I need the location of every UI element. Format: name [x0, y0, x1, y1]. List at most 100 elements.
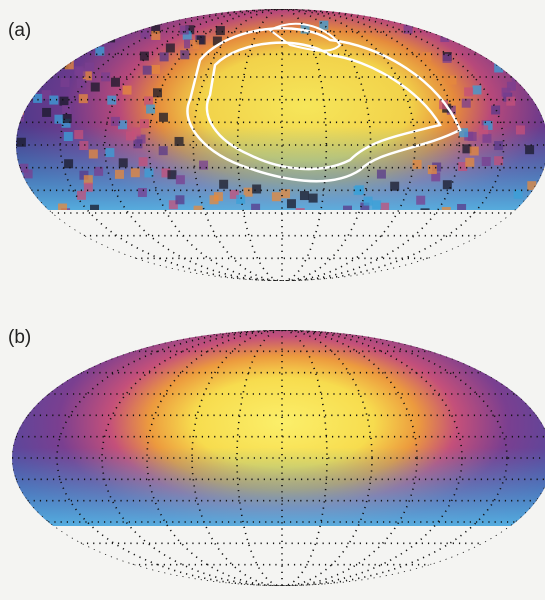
sky-pixel: [33, 94, 42, 103]
sky-pixel: [101, 72, 110, 81]
sky-pixel: [146, 105, 155, 114]
sky-pixel: [144, 96, 153, 105]
sky-pixel: [506, 97, 515, 106]
sky-pixel: [494, 141, 503, 150]
sky-pixel: [79, 94, 88, 103]
sky-pixel: [502, 88, 511, 97]
sky-pixel: [42, 90, 51, 99]
sky-pixel: [309, 194, 318, 203]
sky-pixel: [91, 83, 100, 92]
sky-pixel: [272, 192, 281, 201]
sky-pixel: [377, 170, 386, 179]
sky-pixel: [442, 207, 451, 216]
sky-pixel: [151, 65, 160, 74]
sky-pixel: [26, 202, 35, 211]
sky-pixel: [76, 68, 85, 77]
sky-pixel: [287, 199, 296, 208]
sky-pixel: [491, 105, 500, 114]
sky-pixel: [111, 78, 120, 87]
sky-pixel: [372, 200, 381, 209]
sky-pixel: [16, 80, 25, 89]
sky-pixel: [175, 137, 184, 146]
sky-map-b: [0, 320, 545, 590]
sky-pixel: [512, 72, 521, 81]
sky-pixel: [60, 78, 69, 87]
sky-pixel: [85, 63, 94, 72]
sky-pixel: [111, 117, 120, 126]
sky-pixel: [464, 87, 473, 96]
sky-pixel: [94, 167, 103, 176]
sky-pixel: [421, 208, 430, 217]
sky-pixel: [529, 23, 538, 32]
sky-pixel: [143, 66, 152, 75]
sky-pixel: [166, 43, 175, 52]
sky-pixel: [106, 33, 115, 42]
sky-pixel: [42, 108, 51, 117]
sky-pixel: [514, 43, 523, 52]
sky-pixel: [119, 158, 128, 167]
sky-pixel: [17, 138, 26, 147]
sky-pixel: [61, 29, 70, 38]
sky-pixel: [24, 55, 33, 64]
sky-pixel: [17, 206, 26, 215]
sky-pixel: [90, 205, 99, 214]
panel-label: (b): [8, 327, 31, 348]
sky-pixel: [508, 21, 517, 30]
sky-pixel: [176, 175, 185, 184]
sky-pixel: [470, 146, 479, 155]
sky-pixel: [24, 169, 33, 178]
sky-pixel: [107, 96, 116, 105]
sky-pixel: [140, 119, 149, 128]
sky-pixel: [380, 203, 389, 212]
sky-pixel: [160, 52, 169, 61]
sky-pixel: [252, 184, 261, 193]
sky-pixel: [23, 45, 32, 54]
sky-pixel: [354, 186, 363, 195]
sky-pixel: [443, 54, 452, 63]
sky-pixel: [465, 158, 474, 167]
sky-pixel: [216, 26, 225, 35]
sky-pixel: [516, 125, 525, 134]
sky-pixel: [482, 134, 491, 143]
sky-pixel: [167, 170, 176, 179]
sky-pixel: [131, 168, 140, 177]
sky-pixel: [58, 204, 67, 213]
sky-pixel: [251, 204, 260, 213]
sky-pixel: [482, 157, 491, 166]
sky-pixel: [138, 188, 147, 197]
sky-pixel: [79, 141, 88, 150]
sky-pixel: [214, 192, 223, 201]
sky-pixel: [115, 170, 124, 179]
sky-pixel: [422, 52, 431, 61]
sky-pixel: [16, 59, 25, 68]
sky-pixel: [65, 60, 74, 69]
sky-pixel: [123, 86, 132, 95]
sky-pixel: [469, 36, 478, 45]
sky-pixel: [101, 21, 110, 30]
panel-label: (a): [8, 20, 31, 41]
sky-pixel: [159, 113, 168, 122]
sky-pixel: [84, 22, 93, 31]
sky-pixel: [139, 157, 148, 166]
sky-pixel: [15, 113, 24, 122]
sky-pixel: [219, 180, 228, 189]
sky-pixel: [300, 191, 309, 200]
sky-pixel: [494, 63, 503, 72]
sky-pixel: [59, 97, 68, 106]
sky-pixel: [364, 197, 373, 206]
sky-pixel: [236, 195, 245, 204]
sky-pixel: [57, 24, 66, 33]
sky-pixel: [64, 132, 73, 141]
sky-pixel: [180, 26, 189, 35]
sky-pixel: [64, 159, 73, 168]
sky-pixel: [440, 33, 449, 42]
sky-pixel: [416, 196, 425, 205]
sky-map-a: [0, 0, 545, 281]
sky-pixel: [507, 56, 516, 65]
sky-pixel: [525, 145, 534, 154]
sky-pixel: [59, 51, 68, 60]
sky-pixel: [159, 146, 168, 155]
sky-pixel: [428, 165, 437, 174]
figure: (a) (b): [0, 0, 545, 600]
sky-pixel: [105, 148, 114, 157]
